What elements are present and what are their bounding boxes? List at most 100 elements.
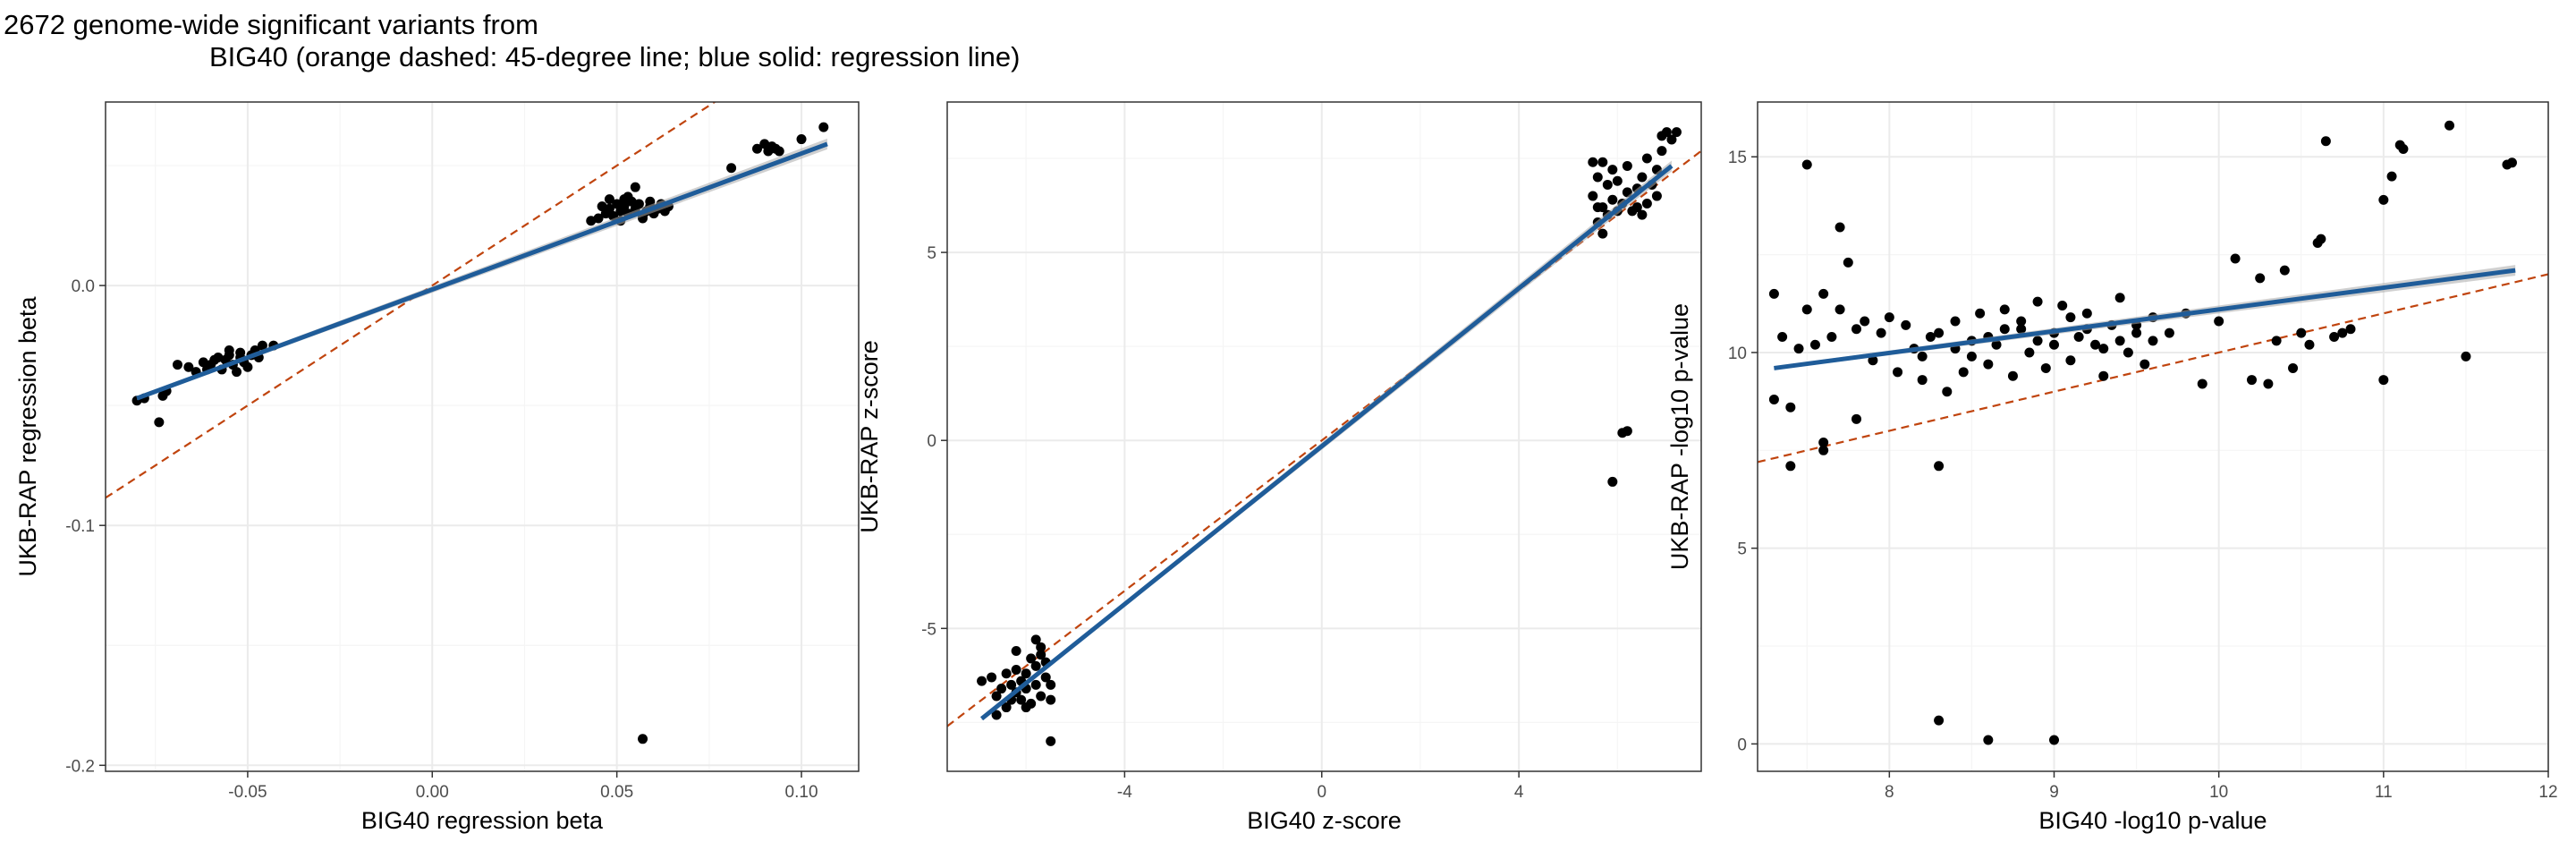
regression-line xyxy=(136,141,828,401)
data-point xyxy=(586,216,597,226)
x-tick-label: 10 xyxy=(2209,783,2228,802)
data-point xyxy=(209,354,220,365)
data-point xyxy=(1607,476,1618,487)
data-point xyxy=(1040,672,1051,683)
data-point xyxy=(1801,159,1812,170)
data-point xyxy=(172,360,182,370)
data-point xyxy=(235,347,246,358)
data-point xyxy=(2007,370,2018,381)
data-point xyxy=(2506,157,2517,168)
data-point xyxy=(1666,134,1677,145)
data-point xyxy=(2016,324,2027,335)
data-point xyxy=(1818,438,1829,448)
data-point xyxy=(1001,668,1012,679)
data-point xyxy=(2140,359,2150,370)
data-point xyxy=(2057,300,2068,310)
y-tick-label: 10 xyxy=(1728,344,1747,363)
data-point xyxy=(977,676,987,686)
data-point xyxy=(630,182,640,192)
data-point xyxy=(1607,194,1618,205)
data-point xyxy=(2247,375,2257,386)
data-point xyxy=(991,710,1002,720)
data-point xyxy=(1917,351,1928,361)
data-point xyxy=(2461,351,2471,361)
y-tick-label: -0.1 xyxy=(65,517,95,536)
y-tick-label: -5 xyxy=(921,620,936,639)
data-point xyxy=(2345,324,2356,335)
data-point xyxy=(1818,445,1829,455)
y-tick-label: 0.0 xyxy=(72,277,95,296)
data-point xyxy=(2304,339,2315,350)
data-point xyxy=(2337,327,2348,338)
data-point xyxy=(1030,679,1041,690)
data-point xyxy=(1602,179,1613,190)
x-tick-label: 11 xyxy=(2375,783,2393,802)
data-point xyxy=(1835,304,1845,315)
data-point xyxy=(1588,191,1598,201)
data-point xyxy=(2049,339,2059,350)
identity-line xyxy=(1758,273,2548,464)
x-tick-label: 0.00 xyxy=(416,783,449,802)
data-point xyxy=(774,146,784,157)
data-point xyxy=(1641,198,1652,208)
identity-line xyxy=(947,149,1701,727)
x-tick-label: -0.05 xyxy=(228,783,267,802)
data-point xyxy=(1884,312,1894,323)
data-point xyxy=(1852,324,1861,335)
data-point xyxy=(1021,702,1031,713)
data-point xyxy=(2320,136,2331,147)
data-point xyxy=(2114,293,2125,303)
data-point xyxy=(2090,339,2101,350)
data-point xyxy=(1036,650,1046,660)
data-point xyxy=(1793,344,1804,354)
y-axis-label: UKB-RAP regression beta xyxy=(14,295,41,576)
data-point xyxy=(2164,327,2174,338)
data-point xyxy=(1657,131,1667,141)
data-point xyxy=(1612,175,1623,186)
y-axis-label: UKB-RAP z-score xyxy=(856,340,883,533)
data-point xyxy=(1768,288,1779,299)
data-point xyxy=(623,191,633,202)
data-point xyxy=(2197,378,2207,389)
data-point xyxy=(1966,351,1977,361)
data-point xyxy=(2065,355,2076,366)
data-point xyxy=(1934,461,1945,472)
x-tick-label: 0.05 xyxy=(600,783,633,802)
data-point xyxy=(2032,296,2043,307)
y-tick-label: 0 xyxy=(927,432,936,451)
data-point xyxy=(751,143,762,154)
data-point xyxy=(1006,679,1017,690)
data-point xyxy=(257,340,267,351)
x-tick-label: 8 xyxy=(1885,783,1894,802)
data-point xyxy=(1983,735,1994,745)
data-point xyxy=(1991,339,2002,350)
data-point xyxy=(2230,253,2241,264)
y-tick-label: 0 xyxy=(1737,736,1747,754)
data-point xyxy=(1942,387,1953,397)
data-point xyxy=(2288,362,2299,373)
data-point xyxy=(726,163,737,174)
data-point xyxy=(1046,679,1056,690)
data-point xyxy=(2098,344,2109,354)
data-point xyxy=(1999,304,2010,315)
data-point xyxy=(1592,172,1603,183)
y-tick-label: 5 xyxy=(927,244,936,263)
panel-beta: -0.05 0.00 0.05 0.10 -0.2 -0.1 0.0 BIG40 regres… xyxy=(14,101,860,834)
data-point xyxy=(1030,660,1041,671)
chart-title-line-1: 2672 genome-wide significant variants fr… xyxy=(4,9,538,40)
data-point xyxy=(1637,209,1648,220)
data-point xyxy=(2114,336,2125,346)
data-point xyxy=(1001,702,1012,713)
data-point xyxy=(232,367,242,378)
data-point xyxy=(2296,327,2307,338)
data-point xyxy=(2271,336,2282,346)
data-point xyxy=(1597,157,1608,167)
panel-background xyxy=(1758,102,2548,771)
data-point xyxy=(1835,222,1845,233)
regression-line xyxy=(1774,268,2516,370)
data-point xyxy=(1917,375,1928,386)
data-point xyxy=(796,134,807,145)
data-point xyxy=(1950,316,1961,327)
data-point xyxy=(1011,665,1021,676)
